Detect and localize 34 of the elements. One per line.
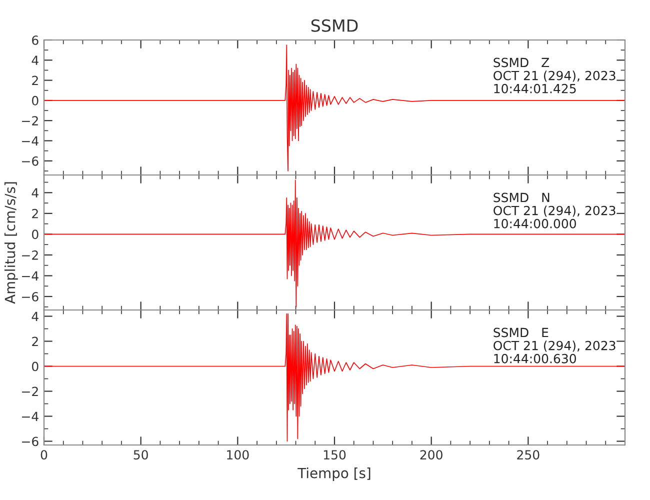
y-tick-label: 6 bbox=[32, 35, 38, 45]
x-tick-label: 100 bbox=[227, 450, 249, 460]
y-tick-label: 0 bbox=[32, 230, 38, 240]
line-series bbox=[44, 313, 625, 442]
y-tick-label: −4 bbox=[22, 412, 38, 421]
chart-title: SSMD bbox=[311, 19, 358, 32]
y-tick-label: 4 bbox=[32, 56, 38, 65]
x-axis-title: Tiempo [s] bbox=[298, 468, 370, 481]
y-tick-label: −6 bbox=[22, 436, 38, 446]
y-tick-label: 2 bbox=[32, 336, 38, 346]
y-axis-title: Amplitud [cm/s/s] bbox=[4, 182, 18, 304]
y-tick-label: 0 bbox=[32, 362, 38, 372]
line-series bbox=[44, 44, 625, 172]
x-tick-label: 150 bbox=[324, 450, 346, 460]
y-tick-label: 0 bbox=[32, 96, 38, 106]
x-tick-label: 200 bbox=[420, 450, 442, 460]
y-tick-label: −4 bbox=[22, 136, 38, 146]
y-tick-label: 2 bbox=[32, 76, 38, 86]
x-tick-label: 250 bbox=[517, 450, 540, 460]
annotation: SSMD E OCT 21 (294), 2023 10:44:00.630 bbox=[494, 328, 616, 364]
y-tick-label: −6 bbox=[22, 156, 38, 166]
y-tick-label: −2 bbox=[22, 386, 38, 396]
y-tick-label: −6 bbox=[22, 292, 38, 302]
line-series bbox=[44, 180, 625, 308]
y-tick-label: −2 bbox=[22, 250, 38, 260]
x-tick-label: 0 bbox=[40, 450, 48, 460]
y-tick-label: 4 bbox=[32, 312, 38, 321]
annotation: SSMD N OCT 21 (294), 2023 10:44:00.000 bbox=[494, 192, 616, 228]
y-tick-label: −2 bbox=[22, 116, 38, 126]
y-tick-label: 4 bbox=[32, 188, 38, 198]
y-tick-label: −4 bbox=[22, 271, 38, 280]
y-tick-label: 2 bbox=[32, 208, 38, 218]
annotation: SSMD Z OCT 21 (294), 2023 10:44:01.425 bbox=[494, 58, 616, 94]
x-tick-label: 50 bbox=[134, 450, 148, 460]
